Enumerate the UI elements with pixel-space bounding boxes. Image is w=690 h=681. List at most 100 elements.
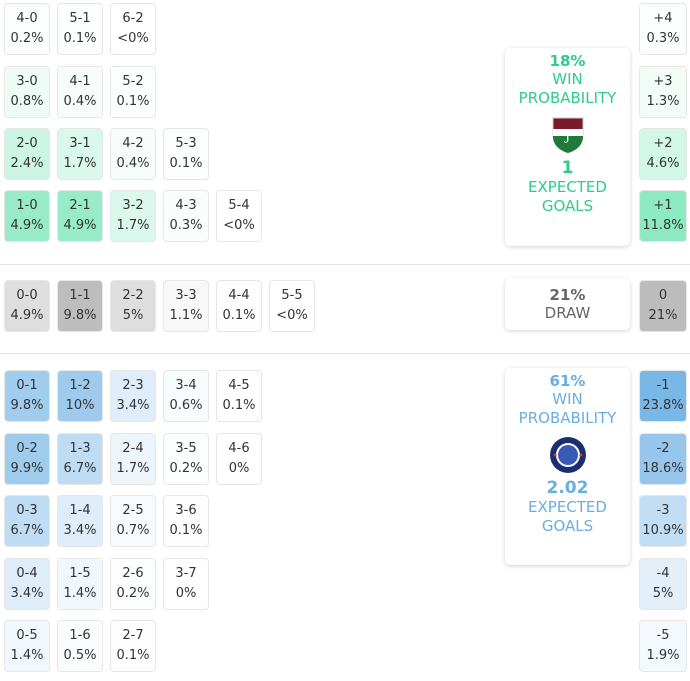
probability: 9.9%: [10, 461, 44, 476]
scoreline: 2-5: [122, 503, 144, 518]
scoreline: 4-6: [228, 441, 250, 456]
margin-cell[interactable]: +3 1.3%: [639, 66, 687, 118]
score-cell[interactable]: 2-7 0.1%: [110, 620, 156, 672]
goal-margin: +3: [653, 74, 673, 89]
scoreline: 1-1: [69, 288, 91, 303]
probability: 0.1%: [169, 523, 203, 538]
probability: <0%: [223, 218, 255, 233]
probability-label: PROBABILITY: [518, 409, 617, 427]
score-cell[interactable]: 1-4 3.4%: [57, 495, 103, 547]
probability: 1.7%: [116, 461, 150, 476]
score-cell[interactable]: 2-3 3.4%: [110, 370, 156, 422]
score-cell[interactable]: 0-2 9.9%: [4, 433, 50, 485]
margin-cell[interactable]: +4 0.3%: [639, 3, 687, 55]
probability: 6.7%: [63, 461, 97, 476]
probability: 0.1%: [63, 31, 97, 46]
score-cell[interactable]: 3-5 0.2%: [163, 433, 209, 485]
score-cell[interactable]: 4-2 0.4%: [110, 128, 156, 180]
score-cell[interactable]: 5-2 0.1%: [110, 66, 156, 118]
scoreline: 2-6: [122, 566, 144, 581]
score-cell[interactable]: 4-3 0.3%: [163, 190, 209, 242]
score-cell[interactable]: 1-0 4.9%: [4, 190, 50, 242]
away-expected-goals: 2.02: [546, 478, 589, 498]
scoreline: 1-2: [69, 378, 91, 393]
score-cell[interactable]: 2-1 4.9%: [57, 190, 103, 242]
home-expected-goals: 1: [561, 158, 574, 178]
probability: 3.4%: [63, 523, 97, 538]
score-cell[interactable]: 2-6 0.2%: [110, 558, 156, 610]
expected-label: EXPECTED: [528, 498, 607, 516]
score-cell[interactable]: 0-5 1.4%: [4, 620, 50, 672]
margin-cell[interactable]: -2 18.6%: [639, 433, 687, 485]
margin-cell[interactable]: -5 1.9%: [639, 620, 687, 672]
score-cell[interactable]: 4-6 0%: [216, 433, 262, 485]
score-cell[interactable]: 5-1 0.1%: [57, 3, 103, 55]
score-cell[interactable]: 4-4 0.1%: [216, 280, 262, 332]
probability: 0%: [228, 461, 250, 476]
score-cell[interactable]: 6-2 <0%: [110, 3, 156, 55]
scoreline: 5-3: [175, 136, 197, 151]
scoreline: 4-1: [69, 74, 91, 89]
scoreline: 1-6: [69, 628, 91, 643]
scoreline: 3-7: [175, 566, 197, 581]
scoreline: 0-1: [16, 378, 38, 393]
margin-cell[interactable]: -1 23.8%: [639, 370, 687, 422]
margin-cell[interactable]: -4 5%: [639, 558, 687, 610]
margin-cell[interactable]: 0 21%: [639, 280, 687, 332]
score-cell[interactable]: 3-7 0%: [163, 558, 209, 610]
score-cell[interactable]: 3-3 1.1%: [163, 280, 209, 332]
score-cell[interactable]: 1-5 1.4%: [57, 558, 103, 610]
probability: 0.7%: [116, 523, 150, 538]
scoreline: 2-1: [69, 198, 91, 213]
scoreline: 3-5: [175, 441, 197, 456]
score-cell[interactable]: 3-1 1.7%: [57, 128, 103, 180]
score-cell[interactable]: 1-3 6.7%: [57, 433, 103, 485]
score-cell[interactable]: 1-2 10%: [57, 370, 103, 422]
scoreline: 3-3: [175, 288, 197, 303]
probability: 0.1%: [222, 308, 256, 323]
score-cell[interactable]: 0-1 9.8%: [4, 370, 50, 422]
margin-cell[interactable]: -3 10.9%: [639, 495, 687, 547]
score-cell[interactable]: 4-0 0.2%: [4, 3, 50, 55]
probability: 18.6%: [642, 461, 684, 476]
score-cell[interactable]: 5-5 <0%: [269, 280, 315, 332]
scoreline: 5-2: [122, 74, 144, 89]
score-cell[interactable]: 4-1 0.4%: [57, 66, 103, 118]
score-cell[interactable]: 3-2 1.7%: [110, 190, 156, 242]
score-cell[interactable]: 0-3 6.7%: [4, 495, 50, 547]
scoreline: 2-4: [122, 441, 144, 456]
score-cell[interactable]: 4-5 0.1%: [216, 370, 262, 422]
probability: <0%: [276, 308, 308, 323]
draw-pct: 21%: [549, 285, 586, 304]
scoreline: 3-4: [175, 378, 197, 393]
probability: 0.1%: [169, 156, 203, 171]
home-win-pct: 18%: [549, 52, 586, 70]
score-cell[interactable]: 0-4 3.4%: [4, 558, 50, 610]
score-cell[interactable]: 3-4 0.6%: [163, 370, 209, 422]
probability: 0.8%: [10, 94, 44, 109]
score-cell[interactable]: 2-2 5%: [110, 280, 156, 332]
score-cell[interactable]: 2-4 1.7%: [110, 433, 156, 485]
goal-margin: -1: [656, 378, 670, 393]
score-cell[interactable]: 3-6 0.1%: [163, 495, 209, 547]
scoreline: 3-0: [16, 74, 38, 89]
probability: 23.8%: [642, 398, 684, 413]
score-cell[interactable]: 2-5 0.7%: [110, 495, 156, 547]
probability: 0.5%: [63, 648, 97, 663]
probability: 3.4%: [10, 586, 44, 601]
scoreline: 3-2: [122, 198, 144, 213]
score-cell[interactable]: 5-4 <0%: [216, 190, 262, 242]
score-cell[interactable]: 0-0 4.9%: [4, 280, 50, 332]
score-cell[interactable]: 2-0 2.4%: [4, 128, 50, 180]
score-cell[interactable]: 1-6 0.5%: [57, 620, 103, 672]
score-cell[interactable]: 5-3 0.1%: [163, 128, 209, 180]
probability: 1.1%: [169, 308, 203, 323]
margin-cell[interactable]: +2 4.6%: [639, 128, 687, 180]
margin-cell[interactable]: +1 11.8%: [639, 190, 687, 242]
fluminense-crest-icon: ƒ: [552, 117, 583, 154]
goals-label: GOALS: [541, 197, 594, 215]
probability: 5%: [652, 586, 674, 601]
probability: 0%: [175, 586, 197, 601]
score-cell[interactable]: 3-0 0.8%: [4, 66, 50, 118]
score-cell[interactable]: 1-1 9.8%: [57, 280, 103, 332]
